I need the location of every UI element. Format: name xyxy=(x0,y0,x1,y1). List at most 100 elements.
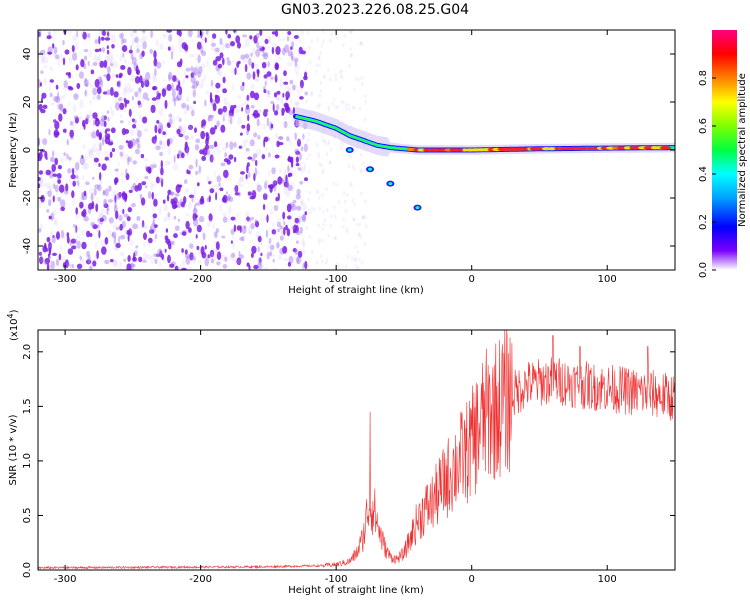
noise-blob xyxy=(298,206,302,212)
noise-blob xyxy=(297,218,301,224)
noise-blob xyxy=(97,86,102,95)
noise-blob xyxy=(49,79,54,83)
noise-blob xyxy=(147,191,152,199)
noise-blob xyxy=(289,79,293,86)
noise-blob xyxy=(88,148,93,157)
noise-blob xyxy=(170,191,175,196)
noise-blob xyxy=(56,189,59,196)
noise-blob xyxy=(132,160,137,165)
noise-blob xyxy=(129,87,135,93)
noise-blob xyxy=(197,34,201,38)
noise-blob xyxy=(195,138,201,144)
noise-blob xyxy=(168,71,173,80)
noise-blob xyxy=(153,229,159,233)
noise-blob xyxy=(137,100,141,106)
noise-blob xyxy=(127,157,130,166)
noise-blob xyxy=(350,183,353,188)
noise-blob xyxy=(134,91,139,98)
noise-blob xyxy=(335,36,338,41)
noise-blob xyxy=(103,150,109,160)
noise-blob xyxy=(357,232,360,237)
noise-blob xyxy=(240,54,245,60)
noise-blob xyxy=(265,46,271,50)
noise-blob xyxy=(177,218,180,223)
noise-blob xyxy=(321,193,324,198)
noise-blob xyxy=(230,41,235,47)
noise-blob xyxy=(52,35,55,42)
x-tick-label: -300 xyxy=(54,274,77,285)
noise-blob xyxy=(189,135,195,140)
noise-blob xyxy=(173,230,176,234)
noise-blob xyxy=(74,161,80,171)
noise-blob xyxy=(89,99,93,105)
noise-blob xyxy=(176,115,181,123)
noise-blob xyxy=(294,249,299,256)
noise-blob xyxy=(92,54,98,62)
noise-blob xyxy=(131,118,135,123)
noise-blob xyxy=(293,35,299,39)
noise-blob xyxy=(349,30,352,35)
noise-blob xyxy=(275,62,279,70)
noise-blob xyxy=(103,59,108,69)
noise-blob xyxy=(193,193,197,203)
noise-blob xyxy=(287,61,293,67)
y-tick-label: -40 xyxy=(22,238,33,254)
noise-blob xyxy=(134,36,139,44)
noise-blob xyxy=(44,261,48,265)
noise-blob xyxy=(39,223,44,231)
noise-blob xyxy=(222,76,226,84)
noise-blob xyxy=(38,203,42,208)
noise-blob xyxy=(282,37,285,41)
noise-blob xyxy=(176,128,181,135)
noise-blob xyxy=(167,46,171,51)
signal-peak-blob xyxy=(413,148,419,152)
noise-blob xyxy=(295,163,300,167)
noise-blob xyxy=(46,35,52,40)
noise-blob xyxy=(99,172,102,181)
noise-blob xyxy=(72,180,76,187)
noise-blob xyxy=(153,101,159,106)
noise-blob xyxy=(44,257,51,265)
noise-blob xyxy=(119,102,125,111)
noise-blob xyxy=(307,197,310,202)
noise-blob xyxy=(275,46,281,55)
noise-blob xyxy=(187,124,194,130)
noise-blob xyxy=(152,213,158,219)
noise-blob xyxy=(305,99,308,104)
noise-blob xyxy=(274,110,279,116)
noise-blob xyxy=(72,34,78,41)
noise-blob xyxy=(156,253,161,257)
noise-blob xyxy=(361,215,365,220)
noise-blob xyxy=(99,213,105,220)
noise-blob xyxy=(211,184,216,189)
branch-blob-core xyxy=(347,148,352,152)
noise-blob xyxy=(302,133,305,140)
noise-blob xyxy=(98,48,102,52)
noise-blob xyxy=(283,70,287,77)
noise-blob xyxy=(68,176,73,185)
noise-blob xyxy=(141,36,147,42)
noise-blob xyxy=(89,195,94,200)
noise-blob xyxy=(242,34,248,38)
noise-blob xyxy=(121,128,127,136)
noise-blob xyxy=(179,118,182,122)
noise-blob xyxy=(38,183,41,189)
noise-blob xyxy=(257,116,260,121)
noise-blob xyxy=(125,228,128,236)
noise-blob xyxy=(104,237,109,245)
noise-blob xyxy=(283,187,288,194)
noise-blob xyxy=(251,62,255,69)
noise-blob xyxy=(304,211,308,216)
noise-blob xyxy=(98,79,103,88)
noise-blob xyxy=(178,86,183,96)
noise-blob xyxy=(48,199,52,207)
noise-blob xyxy=(159,250,163,258)
noise-blob xyxy=(246,123,251,132)
noise-blob xyxy=(265,147,268,152)
noise-blob xyxy=(267,241,271,249)
noise-blob xyxy=(188,194,195,199)
noise-blob xyxy=(333,236,337,241)
noise-blob xyxy=(81,30,85,36)
x-tick-label: 0 xyxy=(469,274,475,285)
noise-blob xyxy=(181,248,184,253)
